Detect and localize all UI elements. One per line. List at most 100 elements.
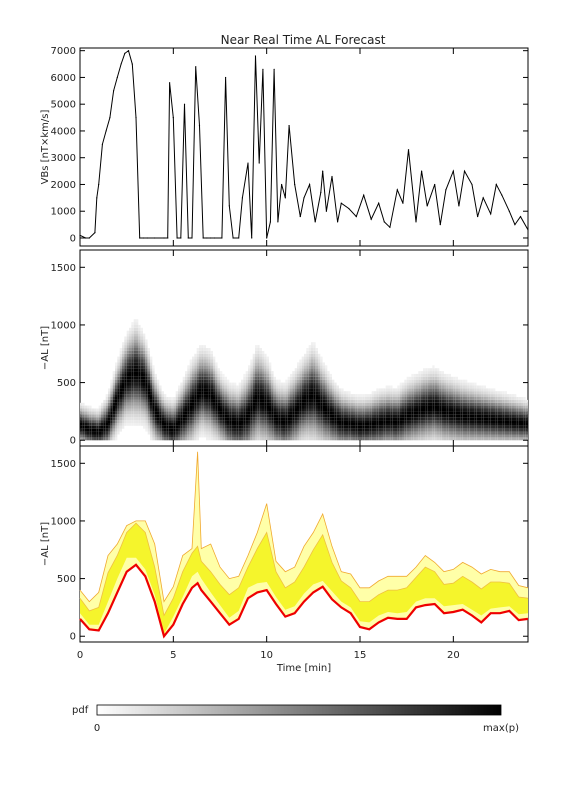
heatmap-cell	[122, 411, 125, 415]
heatmap-cell	[150, 420, 153, 423]
heatmap-cell	[213, 376, 216, 380]
heatmap-cell	[374, 434, 377, 438]
heatmap-cell	[399, 420, 402, 423]
heatmap-cell	[320, 356, 323, 360]
heatmap-cell	[423, 399, 426, 403]
heatmap-cell	[479, 414, 482, 418]
heatmap-cell	[304, 382, 307, 386]
heatmap-cell	[318, 402, 321, 406]
heatmap-cell	[220, 399, 223, 403]
heatmap-cell	[138, 339, 141, 343]
heatmap-cell	[210, 397, 213, 400]
heatmap-cell	[264, 379, 267, 383]
heatmap-cell	[259, 431, 262, 435]
heatmap-cell	[185, 434, 188, 438]
heatmap-cell	[390, 405, 393, 409]
heatmap-cell	[192, 394, 195, 397]
heatmap-cell	[479, 417, 482, 421]
heatmap-cell	[458, 388, 461, 392]
heatmap-cell	[416, 397, 419, 400]
heatmap-cell	[397, 391, 400, 395]
heatmap-cell	[413, 388, 416, 392]
heatmap-cell	[131, 333, 134, 337]
heatmap-cell	[425, 382, 428, 386]
heatmap-cell	[378, 431, 381, 435]
vbs-point	[508, 210, 510, 212]
heatmap-cell	[306, 437, 309, 441]
bottom-ytick-label: 0	[70, 632, 76, 643]
heatmap-cell	[238, 391, 241, 395]
heatmap-cell	[259, 356, 262, 360]
heatmap-cell	[110, 388, 113, 392]
heatmap-cell	[227, 388, 230, 392]
heatmap-cell	[161, 411, 164, 415]
heatmap-cell	[462, 437, 465, 441]
heatmap-cell	[229, 405, 232, 409]
heatmap-cell	[322, 422, 325, 426]
heatmap-cell	[287, 379, 290, 383]
heatmap-cell	[180, 414, 183, 418]
heatmap-cell	[334, 414, 337, 418]
heatmap-cell	[416, 414, 419, 418]
heatmap-cell	[210, 365, 213, 369]
heatmap-cell	[304, 420, 307, 423]
heatmap-cell	[259, 388, 262, 392]
heatmap-cell	[439, 373, 442, 377]
heatmap-cell	[327, 411, 330, 415]
heatmap-cell	[108, 414, 111, 418]
heatmap-cell	[509, 425, 512, 429]
heatmap-cell	[136, 385, 139, 389]
heatmap-cell	[418, 371, 421, 374]
heatmap-cell	[208, 356, 211, 360]
heatmap-cell	[227, 431, 230, 435]
heatmap-cell	[199, 411, 202, 415]
heatmap-cell	[523, 417, 526, 421]
heatmap-cell	[339, 414, 342, 418]
heatmap-cell	[397, 402, 400, 406]
heatmap-cell	[241, 422, 244, 426]
heatmap-cell	[406, 405, 409, 409]
heatmap-cell	[143, 402, 146, 406]
heatmap-cell	[138, 336, 141, 340]
heatmap-cell	[196, 350, 199, 354]
heatmap-cell	[325, 437, 328, 441]
heatmap-cell	[210, 417, 213, 421]
heatmap-cell	[439, 420, 442, 423]
heatmap-cell	[266, 373, 269, 377]
heatmap-cell	[483, 405, 486, 409]
heatmap-cell	[206, 397, 209, 400]
heatmap-cell	[481, 411, 484, 415]
heatmap-cell	[404, 420, 407, 423]
heatmap-cell	[322, 362, 325, 366]
heatmap-cell	[325, 391, 328, 395]
heatmap-cell	[262, 408, 265, 412]
heatmap-cell	[427, 431, 430, 435]
heatmap-cell	[306, 353, 309, 357]
heatmap-cell	[171, 408, 174, 412]
heatmap-cell	[217, 385, 220, 389]
heatmap-cell	[423, 431, 426, 435]
heatmap-cell	[490, 417, 493, 421]
heatmap-cell	[143, 394, 146, 397]
heatmap-cell	[133, 319, 136, 323]
heatmap-cell	[175, 417, 178, 421]
heatmap-cell	[203, 414, 206, 418]
heatmap-cell	[336, 388, 339, 392]
heatmap-cell	[152, 368, 155, 372]
heatmap-cell	[397, 417, 400, 421]
heatmap-cell	[259, 422, 262, 426]
top-ytick-label: 3000	[51, 153, 76, 164]
heatmap-cell	[150, 379, 153, 383]
heatmap-cell	[189, 376, 192, 380]
heatmap-cell	[425, 368, 428, 372]
heatmap-cell	[166, 434, 169, 438]
heatmap-cell	[362, 431, 365, 435]
heatmap-cell	[432, 402, 435, 406]
heatmap-cell	[147, 408, 150, 412]
heatmap-cell	[213, 388, 216, 392]
heatmap-cell	[395, 425, 398, 429]
heatmap-cell	[521, 397, 524, 400]
heatmap-cell	[285, 402, 288, 406]
heatmap-cell	[201, 425, 204, 429]
heatmap-cell	[194, 379, 197, 383]
